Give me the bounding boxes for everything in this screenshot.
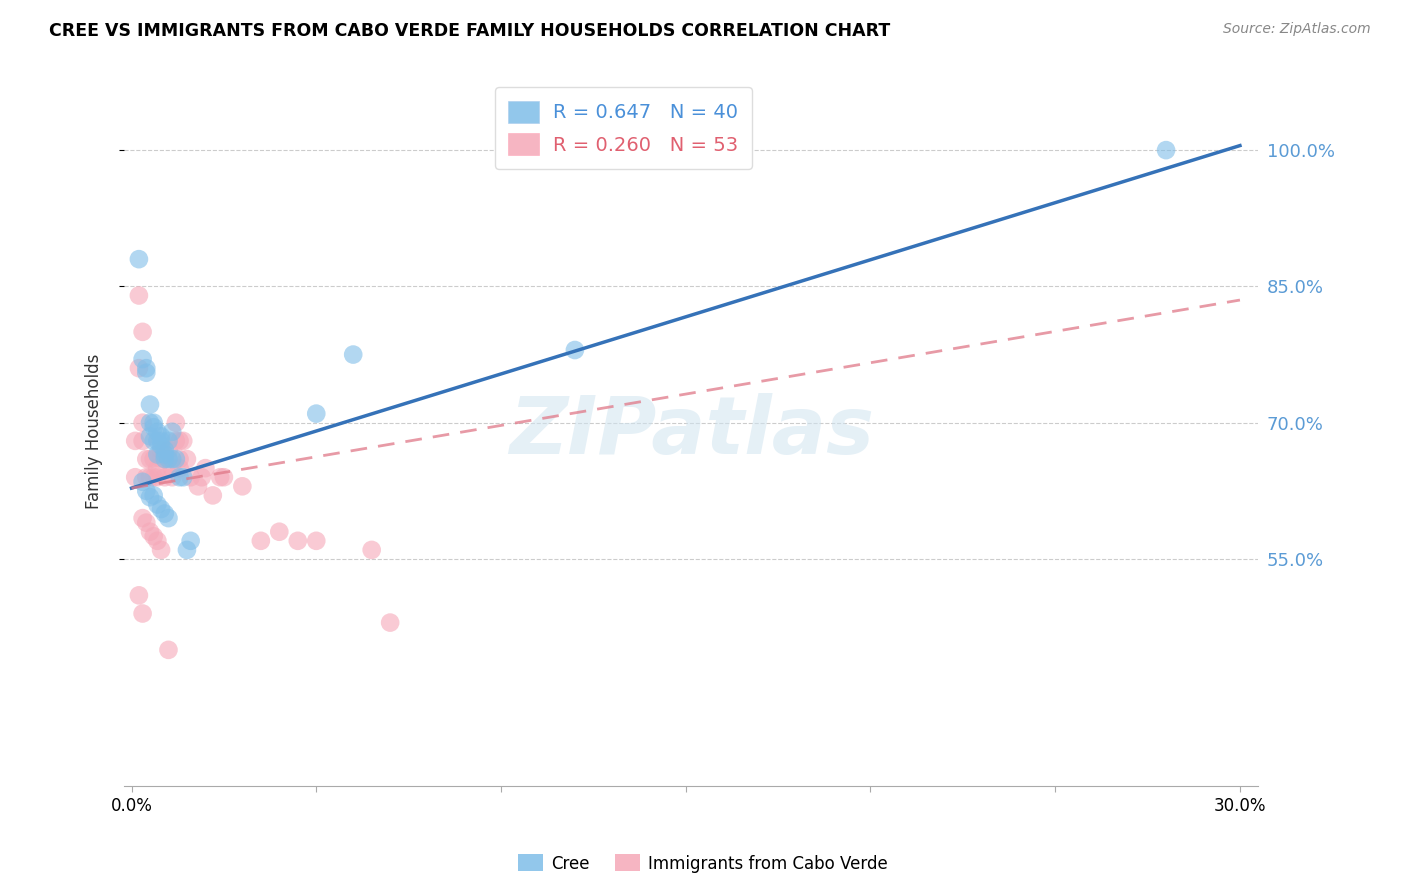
Point — [135, 470, 157, 484]
Point — [139, 524, 162, 539]
Point — [180, 533, 202, 548]
Point — [146, 448, 169, 462]
Point — [128, 288, 150, 302]
Point — [131, 607, 153, 621]
Point — [131, 416, 153, 430]
Point — [180, 470, 202, 484]
Legend: R = 0.647   N = 40, R = 0.260   N = 53: R = 0.647 N = 40, R = 0.260 N = 53 — [495, 87, 752, 169]
Point — [153, 507, 176, 521]
Point — [160, 470, 183, 484]
Point — [157, 442, 180, 457]
Point — [139, 490, 162, 504]
Point — [150, 434, 173, 448]
Point — [146, 498, 169, 512]
Point — [342, 347, 364, 361]
Point — [135, 483, 157, 498]
Point — [160, 461, 183, 475]
Point — [269, 524, 291, 539]
Point — [135, 366, 157, 380]
Point — [150, 442, 173, 457]
Point — [135, 516, 157, 530]
Point — [150, 429, 173, 443]
Point — [139, 429, 162, 443]
Point — [378, 615, 401, 630]
Point — [157, 643, 180, 657]
Point — [146, 533, 169, 548]
Point — [153, 452, 176, 467]
Point — [131, 325, 153, 339]
Point — [194, 461, 217, 475]
Point — [209, 470, 232, 484]
Point — [157, 452, 180, 467]
Point — [305, 533, 328, 548]
Point — [142, 488, 165, 502]
Point — [157, 511, 180, 525]
Point — [139, 470, 162, 484]
Point — [131, 434, 153, 448]
Point — [564, 343, 586, 357]
Text: CREE VS IMMIGRANTS FROM CABO VERDE FAMILY HOUSEHOLDS CORRELATION CHART: CREE VS IMMIGRANTS FROM CABO VERDE FAMIL… — [49, 22, 890, 40]
Point — [150, 438, 173, 452]
Point — [142, 420, 165, 434]
Point — [172, 470, 194, 484]
Point — [142, 470, 165, 484]
Point — [139, 452, 162, 467]
Point — [165, 416, 187, 430]
Point — [165, 452, 187, 467]
Point — [128, 588, 150, 602]
Point — [212, 470, 235, 484]
Text: Source: ZipAtlas.com: Source: ZipAtlas.com — [1223, 22, 1371, 37]
Point — [231, 479, 253, 493]
Point — [153, 442, 176, 457]
Point — [142, 452, 165, 467]
Legend: Cree, Immigrants from Cabo Verde: Cree, Immigrants from Cabo Verde — [512, 847, 894, 880]
Point — [142, 434, 165, 448]
Point — [150, 502, 173, 516]
Point — [146, 461, 169, 475]
Point — [169, 461, 191, 475]
Point — [157, 452, 180, 467]
Point — [146, 470, 169, 484]
Point — [190, 470, 212, 484]
Point — [201, 488, 224, 502]
Y-axis label: Family Households: Family Households — [86, 354, 103, 509]
Point — [128, 252, 150, 267]
Point — [124, 470, 146, 484]
Point — [172, 434, 194, 448]
Point — [131, 352, 153, 367]
Point — [169, 452, 191, 467]
Point — [131, 475, 153, 489]
Point — [135, 361, 157, 376]
Point — [153, 452, 176, 467]
Point — [160, 425, 183, 439]
Point — [150, 542, 173, 557]
Point — [169, 434, 191, 448]
Point — [131, 511, 153, 525]
Point — [160, 452, 183, 467]
Point — [146, 434, 169, 448]
Point — [250, 533, 273, 548]
Point — [187, 479, 209, 493]
Point — [1154, 143, 1177, 157]
Point — [305, 407, 328, 421]
Text: ZIPatlas: ZIPatlas — [509, 392, 873, 471]
Point — [360, 542, 382, 557]
Point — [146, 425, 169, 439]
Point — [165, 434, 187, 448]
Point — [157, 434, 180, 448]
Point — [176, 452, 198, 467]
Point — [124, 434, 146, 448]
Point — [142, 529, 165, 543]
Point — [128, 361, 150, 376]
Point — [150, 452, 173, 467]
Point — [287, 533, 309, 548]
Point — [169, 470, 191, 484]
Point — [153, 470, 176, 484]
Point — [139, 416, 162, 430]
Point — [142, 416, 165, 430]
Point — [153, 448, 176, 462]
Point — [135, 452, 157, 467]
Point — [176, 542, 198, 557]
Point — [139, 398, 162, 412]
